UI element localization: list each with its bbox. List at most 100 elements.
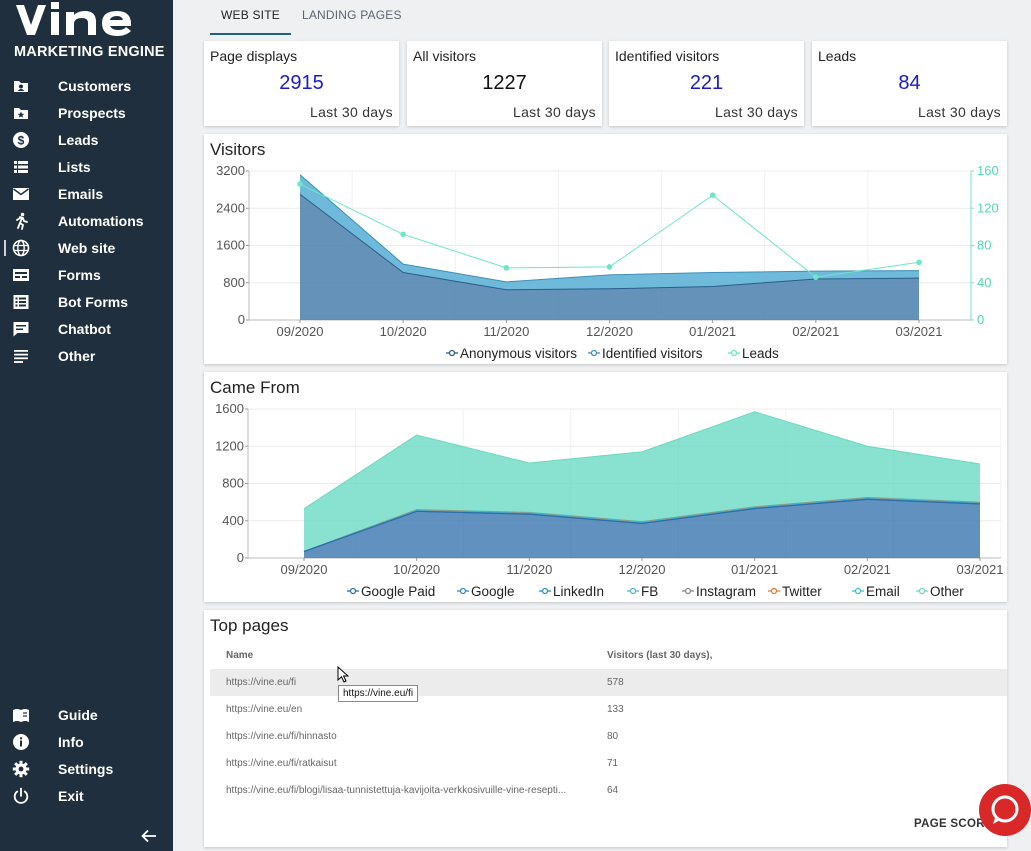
stat-card-page-displays: Page displays 2915 Last 30 days — [204, 41, 399, 126]
stat-period: Last 30 days — [715, 104, 798, 120]
legend-marker — [541, 587, 549, 595]
nav-label: Other — [58, 347, 96, 364]
tab-web-site[interactable]: WEB SITE — [210, 0, 291, 35]
legend-item[interactable]: Anonymous visitors — [446, 346, 577, 361]
nav-item-bot-forms[interactable]: Bot Forms — [0, 288, 173, 315]
stat-period: Last 30 days — [513, 104, 596, 120]
nav-item-emails[interactable]: Emails — [0, 180, 173, 207]
legend-item[interactable]: Google — [457, 584, 515, 599]
legend-item[interactable]: Leads — [728, 346, 779, 361]
bottom-nav: Guide Info Settings Exit — [0, 701, 173, 809]
nav-item-forms[interactable]: Forms — [0, 261, 173, 288]
chart-title: Came From — [210, 378, 300, 397]
page-url[interactable]: https://vine.eu/fi/hinnasto — [226, 731, 337, 742]
nav-label: Exit — [58, 787, 84, 804]
nav-item-web-site[interactable]: Web site — [0, 234, 173, 261]
tab-landing-pages[interactable]: LANDING PAGES — [301, 8, 402, 22]
chart-title: Visitors — [210, 140, 266, 159]
leads-point — [400, 231, 406, 238]
nav-item-customers[interactable]: Customers — [0, 72, 173, 99]
column-header-visitors[interactable]: Visitors (last 30 days), — [607, 650, 713, 661]
leads-point — [813, 274, 819, 280]
globe-icon — [12, 239, 30, 257]
main-nav: Customers Prospects $ Leads Lists Emails… — [0, 72, 173, 369]
series-line-other — [303, 411, 981, 510]
table-row[interactable]: https://vine.eu/fi/hinnasto 80 — [210, 723, 1007, 750]
stat-value: 2915 — [279, 72, 324, 94]
x-tick-label: 11/2020 — [506, 562, 552, 577]
y-tick-label: 1600 — [215, 401, 244, 416]
table-row[interactable]: https://vine.eu/en 133 — [210, 696, 1007, 723]
y-tick-label: 800 — [222, 476, 244, 491]
top-pages-card: Top pages Name Visitors (last 30 days), … — [204, 610, 1007, 847]
x-tick-label: 02/2021 — [792, 324, 839, 339]
legend-marker — [730, 349, 738, 357]
nav-item-info[interactable]: Info — [0, 728, 173, 755]
x-tick-label: 10/2020 — [393, 562, 440, 577]
brand-tagline: MARKETING ENGINE — [14, 44, 165, 60]
page-score-button[interactable]: PAGE SCORE — [914, 818, 993, 830]
legend-item[interactable]: Email — [852, 584, 900, 599]
x-tick-label: 01/2021 — [731, 562, 778, 577]
page-url[interactable]: https://vine.eu/en — [226, 704, 303, 715]
nav-item-guide[interactable]: Guide — [0, 701, 173, 728]
legend-item[interactable]: Other — [916, 584, 964, 599]
nav-item-automations[interactable]: Automations — [0, 207, 173, 234]
table-row[interactable]: https://vine.eu/fi 578 — [210, 669, 1007, 696]
lines-icon — [14, 350, 28, 363]
x-tick-label: 10/2020 — [380, 324, 427, 339]
top-pages-table: Name Visitors (last 30 days), https://vi… — [210, 642, 1007, 804]
table-row[interactable]: https://vine.eu/fi/blogi/lisaa-tunnistet… — [210, 777, 1007, 804]
series-area-google-paid — [304, 499, 980, 558]
legend-item[interactable]: Identified visitors — [588, 346, 703, 361]
legend-item[interactable]: Twitter — [768, 584, 822, 599]
table-header-row: Name Visitors (last 30 days), — [210, 642, 1007, 669]
came-from-chart: 0 400 800 1200 1600 09/2020 10/2020 11/2020 12/2… — [215, 401, 1003, 599]
page-url[interactable]: https://vine.eu/fi/ratkaisut — [226, 758, 337, 769]
series-line-identified-visitors — [299, 174, 920, 283]
url-tooltip: https://vine.eu/fi — [338, 685, 419, 702]
mail-icon — [13, 188, 29, 200]
column-header-name[interactable]: Name — [226, 650, 254, 661]
legend-item[interactable]: LinkedIn — [539, 584, 604, 599]
svg-text:$: $ — [18, 134, 25, 148]
nav-item-leads[interactable]: $ Leads — [0, 126, 173, 153]
legend-item[interactable]: Instagram — [682, 584, 756, 599]
x-tick-label: 09/2020 — [277, 324, 324, 339]
chart-legend: Anonymous visitors Identified visitors Lea… — [446, 346, 779, 361]
nav-label: Lists — [58, 158, 91, 175]
legend-label: Anonymous visitors — [460, 346, 577, 361]
chat-icon — [13, 322, 29, 337]
nav-item-settings[interactable]: Settings — [0, 755, 173, 782]
nav-item-chatbot[interactable]: Chatbot — [0, 315, 173, 342]
customers-icon — [14, 81, 28, 92]
nav-item-exit[interactable]: Exit — [0, 782, 173, 809]
list-icon — [14, 161, 28, 173]
top-pages-title: Top pages — [210, 616, 289, 635]
y2-tick-label: 160 — [977, 163, 999, 178]
legend-item[interactable]: FB — [627, 584, 658, 599]
runner-icon — [16, 212, 28, 230]
nav-label: Chatbot — [58, 320, 111, 337]
y-tick-label: 400 — [222, 513, 244, 528]
legend-marker — [590, 349, 598, 357]
nav-label: Customers — [58, 77, 132, 94]
collapse-arrow-icon[interactable] — [140, 827, 158, 845]
legend-item[interactable]: Google Paid — [347, 584, 435, 599]
legend-label: Instagram — [696, 584, 756, 599]
page-url[interactable]: https://vine.eu/fi/blogi/lisaa-tunnistet… — [226, 785, 567, 796]
nav-item-prospects[interactable]: Prospects — [0, 99, 173, 126]
page-visitors: 578 — [591, 669, 1007, 696]
leads-point — [709, 192, 716, 199]
y-tick-label: 0 — [237, 550, 244, 565]
nav-label: Automations — [58, 212, 144, 229]
gear-icon — [12, 760, 30, 778]
bot-form-icon — [13, 295, 29, 309]
chat-launcher-button[interactable] — [979, 784, 1031, 836]
nav-item-lists[interactable]: Lists — [0, 153, 173, 180]
nav-item-other[interactable]: Other — [0, 342, 173, 369]
y-tick-label: 1200 — [215, 438, 244, 453]
nav-label: Web site — [58, 239, 116, 256]
table-row[interactable]: https://vine.eu/fi/ratkaisut 71 — [210, 750, 1007, 777]
y-tick-label: 800 — [223, 275, 245, 290]
